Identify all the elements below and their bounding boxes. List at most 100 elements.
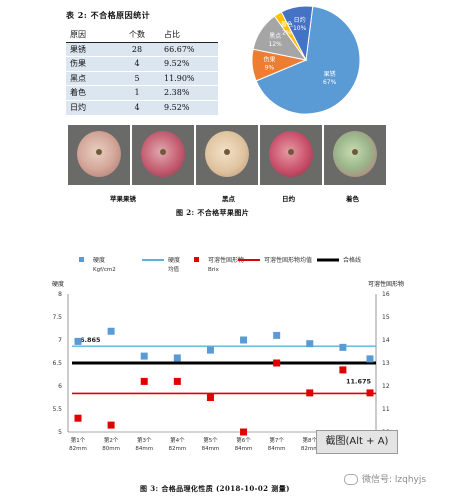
y-tick-left: 8 <box>58 291 62 298</box>
brix-point <box>366 389 374 397</box>
brix-point <box>107 421 115 429</box>
y-tick-right: 16 <box>382 291 390 298</box>
x-tick-sublabel: 82mm <box>69 446 87 452</box>
brix-mean-label: 11.675 <box>346 377 372 385</box>
cell-count: 28 <box>114 41 160 57</box>
y-axis-left-title: 硬度 <box>52 280 64 288</box>
brix-point <box>273 359 281 367</box>
x-tick-label: 第7个 <box>269 436 284 444</box>
cell-pct: 11.90% <box>160 70 218 86</box>
legend-marker <box>194 257 199 262</box>
cell-count: 4 <box>114 99 160 115</box>
legend-sublabel: Brix <box>208 267 220 273</box>
legend-label: 硬度 <box>168 256 180 264</box>
table-header-reason: 原因 <box>66 28 114 43</box>
brix-point <box>206 394 214 401</box>
x-tick-label: 第1个 <box>71 436 86 444</box>
cell-pct: 2.38% <box>160 85 218 101</box>
cell-reason: 黑点 <box>66 70 114 86</box>
cell-reason: 伤果 <box>66 56 114 72</box>
x-tick-sublabel: 80mm <box>102 446 120 452</box>
legend-marker <box>79 257 84 262</box>
cell-pct: 66.67% <box>160 41 218 57</box>
pie-slice-name: 日灼 <box>294 16 306 24</box>
apple-photo <box>260 125 322 185</box>
hardness-point <box>339 343 347 351</box>
pie-slice-name: 黑点 <box>269 32 281 40</box>
hardness-point <box>240 336 248 344</box>
hardness-point <box>366 355 374 363</box>
table-header-pct: 占比 <box>160 28 218 43</box>
y-tick-left: 6 <box>58 383 62 390</box>
table-row: 着色 1 2.38% <box>66 85 218 101</box>
pie-slice <box>280 5 314 62</box>
y-tick-right: 14 <box>382 337 390 344</box>
photo-label: 苹果果锈 <box>110 195 136 203</box>
y-tick-left: 5.5 <box>52 406 62 413</box>
photo-label: 着色 <box>346 195 359 203</box>
y-tick-right: 13 <box>382 360 390 367</box>
hardness-point <box>107 327 115 335</box>
table-caption: 表 2: 不合格原因统计 <box>66 10 151 20</box>
y-tick-left: 5 <box>58 429 62 436</box>
y-tick-left: 7.5 <box>52 314 62 321</box>
x-tick-sublabel: 84mm <box>235 446 253 452</box>
cell-reason: 果锈 <box>66 41 114 57</box>
cell-count: 5 <box>114 70 160 86</box>
x-tick-label: 第2个 <box>104 436 119 444</box>
cell-pct: 9.52% <box>160 56 218 72</box>
pie-slice-pct: 10% <box>293 25 307 32</box>
x-tick-sublabel: 82mm <box>168 446 186 452</box>
apple-stem <box>288 149 294 155</box>
y-tick-right: 12 <box>382 383 390 390</box>
screenshot-tooltip: 截图(Alt + A) <box>316 430 398 454</box>
y-tick-left: 6.5 <box>52 360 62 367</box>
photo-figure-caption: 图 2: 不合格苹果图片 <box>176 208 250 217</box>
y-tick-left: 7 <box>58 337 62 344</box>
table-header-count: 个数 <box>114 28 160 43</box>
pie-slice-name: 伤果 <box>263 56 275 64</box>
pie-slice-pct: 9% <box>265 65 275 72</box>
apple-photo <box>68 125 130 185</box>
hardness-point <box>74 337 82 345</box>
wechat-watermark: 微信号: lzqhyjs <box>344 472 426 485</box>
table-row: 伤果 4 9.52% <box>66 56 218 72</box>
apple-photo <box>324 125 386 185</box>
apple-photo <box>132 125 194 185</box>
pie-slice-pct: 67% <box>323 79 337 86</box>
pie-slice-pct: 2% <box>282 30 292 37</box>
photo-label: 日灼 <box>282 195 295 203</box>
table-row: 日灼 4 9.52% <box>66 99 218 115</box>
x-tick-sublabel: 84mm <box>268 446 286 452</box>
x-tick-sublabel: 84mm <box>135 446 153 452</box>
legend-label: 可溶性固形物均值 <box>264 256 312 264</box>
pie-slice-name: 果锈 <box>324 70 336 78</box>
cell-reason: 着色 <box>66 85 114 101</box>
brix-point <box>173 377 181 385</box>
pie-slice <box>255 5 361 115</box>
x-tick-label: 第5个 <box>203 436 218 444</box>
y-tick-right: 11 <box>382 406 390 413</box>
cell-pct: 9.52% <box>160 99 218 115</box>
brix-point <box>339 366 347 374</box>
x-tick-label: 第3个 <box>137 436 152 444</box>
x-tick-label: 第6个 <box>236 436 251 444</box>
brix-point <box>140 377 148 385</box>
apple-stem <box>160 149 166 155</box>
legend-sublabel: Kgf/cm2 <box>93 267 116 273</box>
hardness-point <box>273 331 281 339</box>
pie-slice-pct: 12% <box>269 41 283 48</box>
cell-count: 1 <box>114 85 160 101</box>
y-tick-right: 15 <box>382 314 390 321</box>
wechat-icon <box>344 474 358 485</box>
hardness-point <box>173 354 181 362</box>
defect-table: 原因 个数 占比 果锈 28 66.67% 伤果 4 9.52% 黑点 5 11… <box>66 28 218 115</box>
x-tick-sublabel: 84mm <box>202 446 220 452</box>
hardness-point <box>140 352 148 360</box>
apple-photo <box>196 125 258 185</box>
wechat-id: 微信号: lzqhyjs <box>362 475 427 485</box>
cell-reason: 日灼 <box>66 99 114 115</box>
y-axis-right-title: 可溶性固形物 <box>368 280 404 288</box>
